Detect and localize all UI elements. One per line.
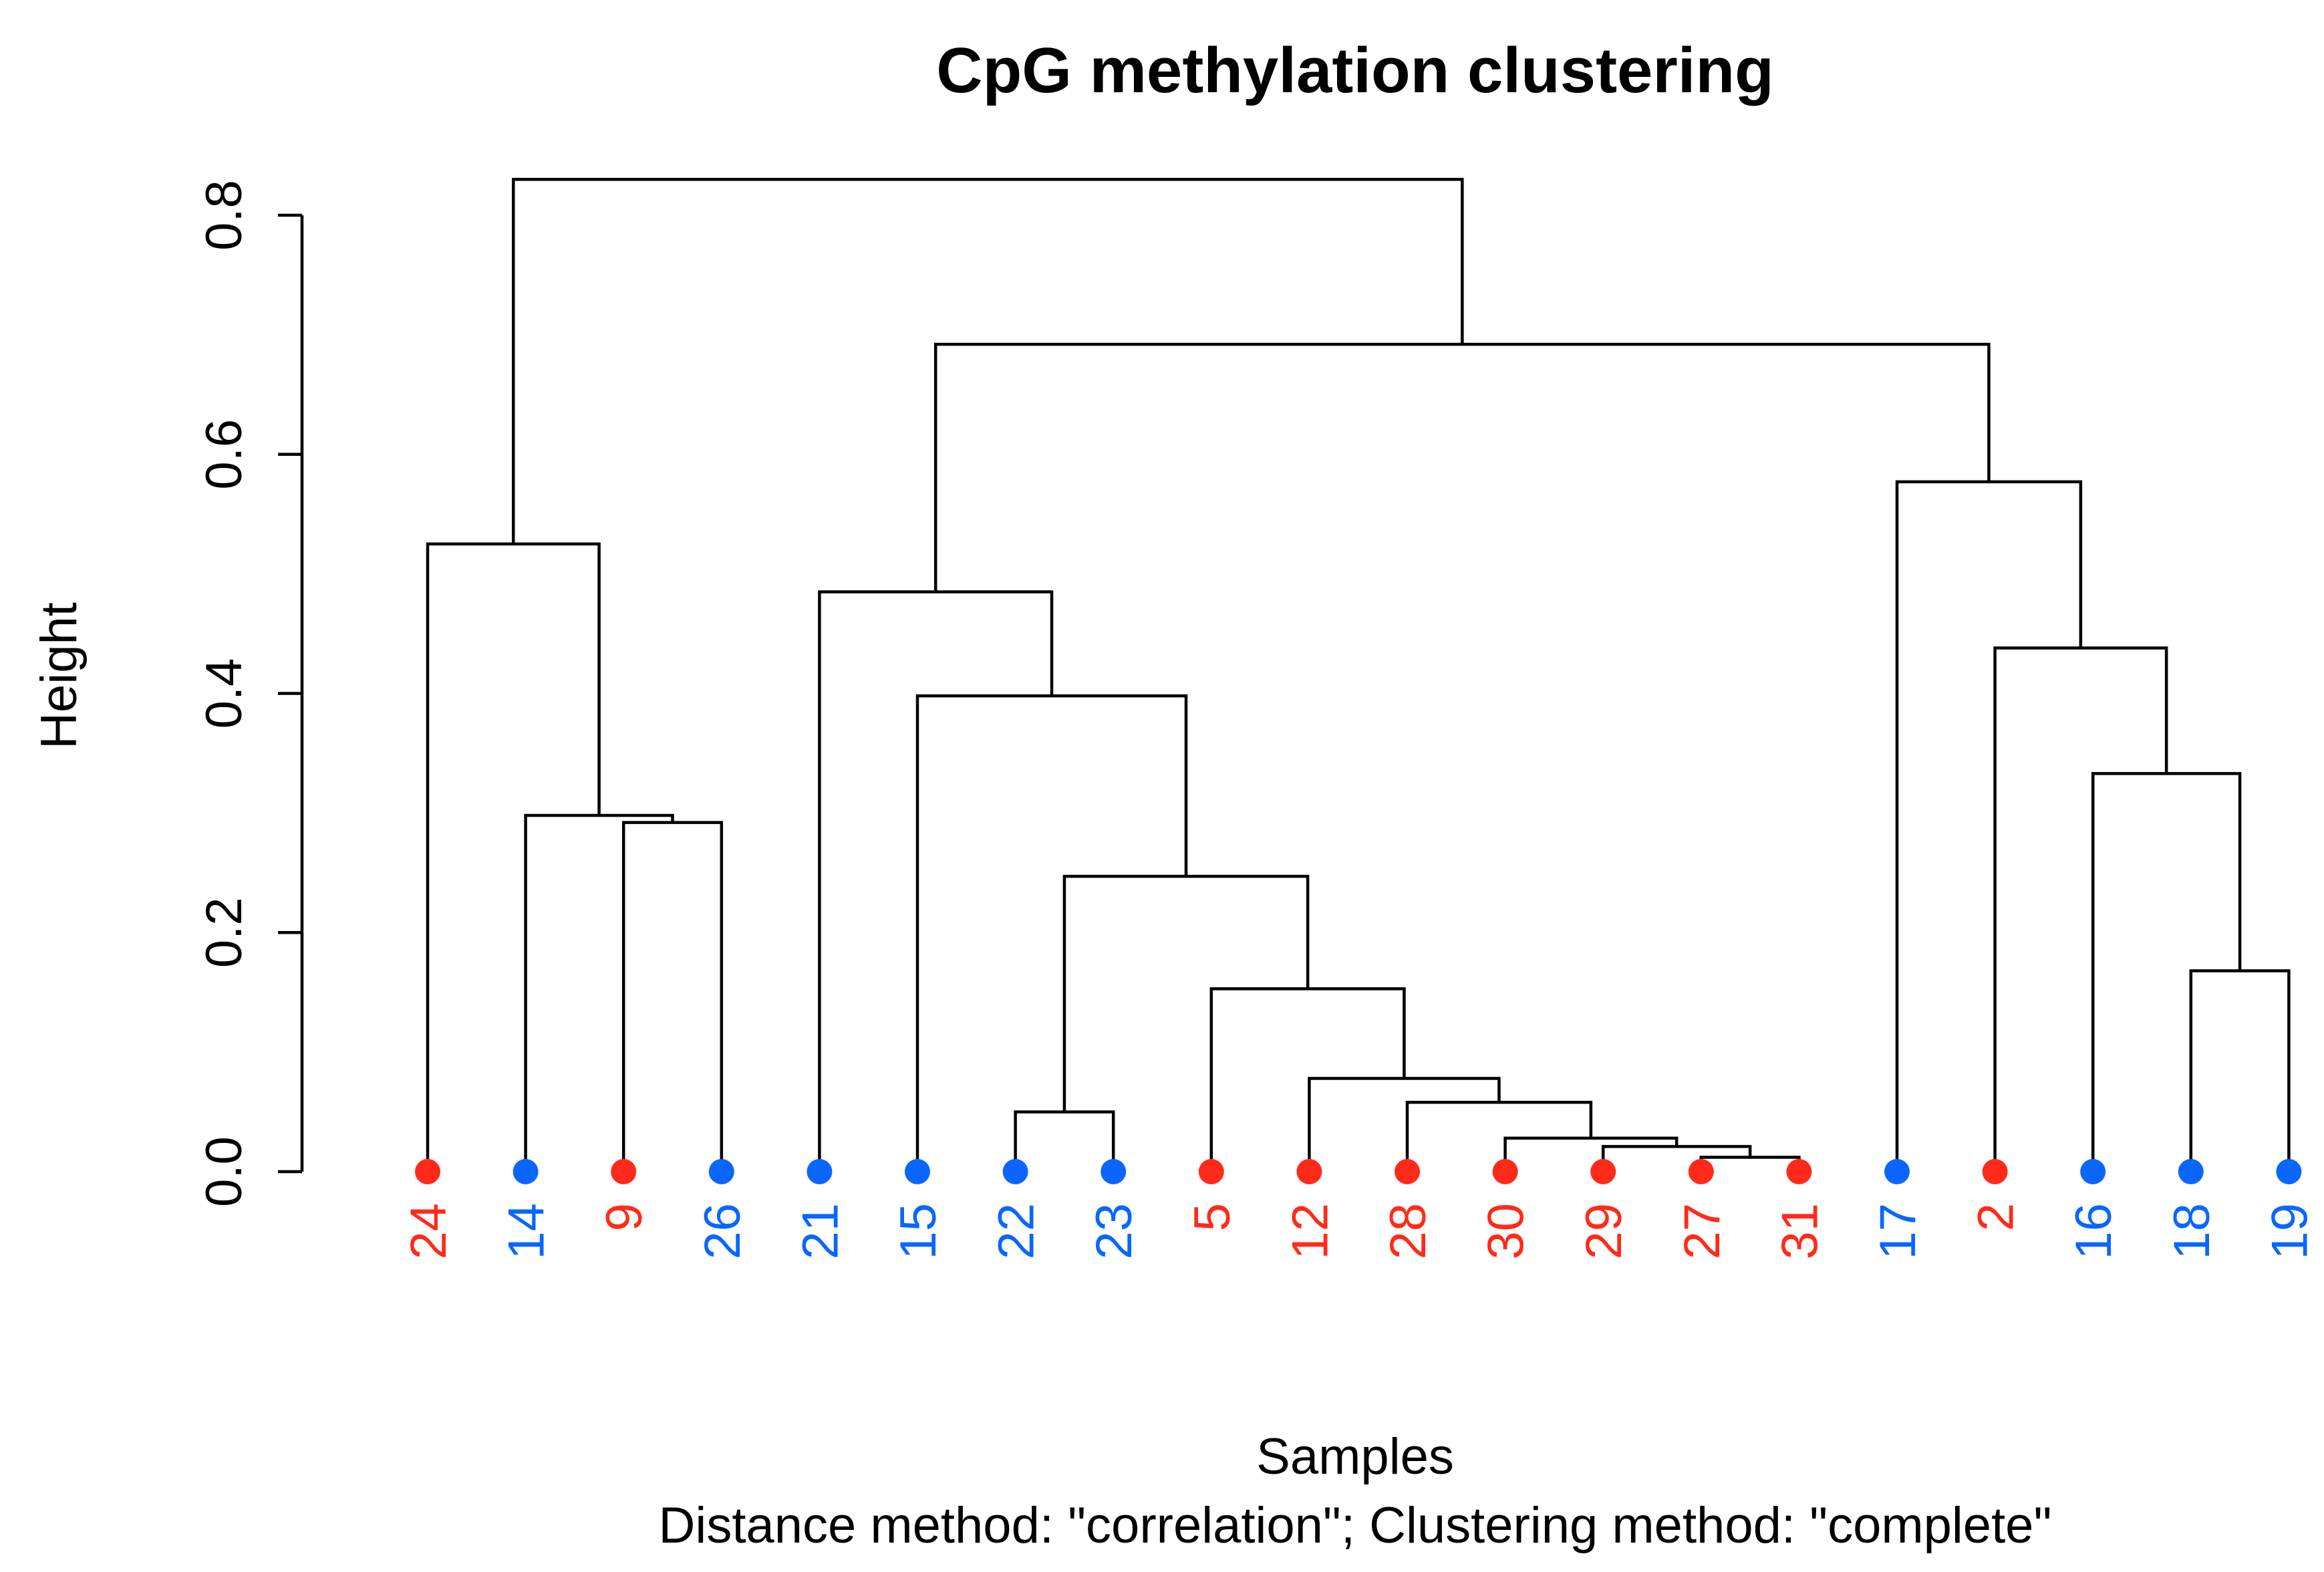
leaf-point bbox=[513, 1159, 539, 1184]
dendrogram-branch bbox=[933, 342, 1991, 592]
leaf-point bbox=[611, 1159, 637, 1184]
leaf-point bbox=[1590, 1159, 1616, 1184]
leaf-point bbox=[2276, 1159, 2302, 1184]
dendrogram-branch bbox=[1014, 1110, 1115, 1172]
leaf-label: 22 bbox=[988, 1203, 1045, 1260]
leaf-label: 21 bbox=[792, 1203, 849, 1260]
dendrogram-branch bbox=[524, 813, 674, 1172]
y-tick-label: 0.0 bbox=[196, 1136, 253, 1207]
y-tick-label: 0.4 bbox=[196, 658, 253, 729]
dendrogram-branch bbox=[2091, 772, 2242, 1172]
y-axis: 0.0 0.2 0.4 0.6 0.8 bbox=[196, 180, 304, 1207]
dendrogram-branch bbox=[1062, 874, 1310, 1112]
y-tick-label: 0.8 bbox=[196, 180, 253, 251]
dendrogram-branch bbox=[1503, 1136, 1679, 1172]
leaf-label: 17 bbox=[1870, 1203, 1926, 1260]
leaf-point bbox=[2080, 1159, 2106, 1184]
dendrogram-branch bbox=[621, 821, 724, 1172]
leaf-label: 19 bbox=[2261, 1203, 2318, 1260]
leaf-point bbox=[1786, 1159, 1812, 1184]
dendrogram-branch bbox=[426, 542, 601, 1172]
y-axis-label: Height bbox=[31, 602, 88, 749]
leaf-point bbox=[1002, 1159, 1028, 1184]
leaf-point bbox=[1296, 1159, 1322, 1184]
leaf-point bbox=[1982, 1159, 2008, 1184]
dendrogram-branch bbox=[2189, 969, 2291, 1172]
leaf-label: 2 bbox=[1968, 1203, 2025, 1231]
leaf-point bbox=[2178, 1159, 2204, 1184]
leaf-label: 28 bbox=[1380, 1203, 1437, 1260]
leaf-label: 18 bbox=[2164, 1203, 2220, 1260]
leaf-label: 16 bbox=[2065, 1203, 2122, 1260]
leaf-point bbox=[1492, 1159, 1518, 1184]
y-tick-label: 0.6 bbox=[196, 419, 253, 490]
dendrogram-branch bbox=[1895, 480, 2083, 1172]
dendrogram-branches bbox=[426, 178, 2291, 1172]
leaf-label: 15 bbox=[890, 1203, 947, 1260]
leaf-point bbox=[708, 1159, 734, 1184]
leaf-label: 24 bbox=[400, 1203, 457, 1260]
leaf-label: 23 bbox=[1086, 1203, 1143, 1260]
chart-subtitle: Distance method: "correlation"; Clusteri… bbox=[659, 1497, 2052, 1554]
x-axis-label: Samples bbox=[1256, 1428, 1454, 1485]
leaf-point bbox=[415, 1159, 440, 1184]
leaf-point bbox=[1198, 1159, 1224, 1184]
leaf-point bbox=[905, 1159, 930, 1184]
dendrogram-branch bbox=[1699, 1156, 1801, 1172]
leaf-point bbox=[1884, 1159, 1910, 1184]
chart-title: CpG methylation clustering bbox=[936, 35, 1773, 106]
dendrogram-branch bbox=[1308, 1077, 1501, 1172]
leaf-label: 27 bbox=[1674, 1203, 1731, 1260]
leaf-label: 26 bbox=[694, 1203, 751, 1260]
leaf-point bbox=[1688, 1159, 1714, 1184]
leaf-label: 31 bbox=[1771, 1203, 1828, 1260]
dendrogram-branch bbox=[512, 178, 1464, 544]
dendrogram-leaves: 24 14 9 26 21 15 22 23 5 12 28 30 29 27 31 17 2 16 18 19 bbox=[400, 1159, 2318, 1260]
leaf-point bbox=[1101, 1159, 1127, 1184]
leaf-label: 30 bbox=[1478, 1203, 1535, 1260]
leaf-label: 12 bbox=[1282, 1203, 1338, 1260]
leaf-point bbox=[807, 1159, 833, 1184]
dendrogram-branch bbox=[915, 694, 1188, 1172]
y-tick-label: 0.2 bbox=[196, 897, 253, 968]
leaf-point bbox=[1395, 1159, 1420, 1184]
dendrogram-branch bbox=[818, 590, 1054, 1172]
leaf-label: 29 bbox=[1576, 1203, 1632, 1260]
dendrogram-branch bbox=[1601, 1145, 1752, 1172]
leaf-label: 14 bbox=[498, 1203, 555, 1260]
dendrogram-branch bbox=[1209, 987, 1406, 1172]
leaf-label: 9 bbox=[596, 1203, 653, 1231]
dendrogram-branch bbox=[1993, 646, 2168, 1172]
leaf-label: 5 bbox=[1184, 1203, 1241, 1231]
